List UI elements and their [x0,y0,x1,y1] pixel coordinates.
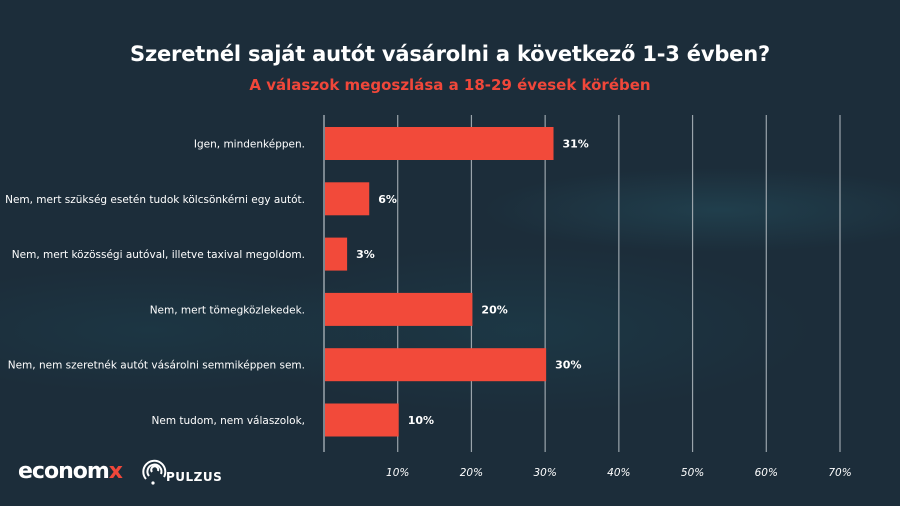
bars [325,127,554,437]
x-tick-label: 10% [386,467,409,479]
x-tick-label: 30% [533,467,556,479]
bar [325,237,348,271]
chart-subtitle: A válaszok megoszlása a 18-29 évesek kör… [249,76,651,94]
category-label: Nem tudom, nem válaszolok, [152,415,306,427]
pulzus-logo: PULZUS [140,455,222,487]
pulzus-logo-icon [142,459,167,485]
x-tick-label: 60% [755,467,778,479]
value-labels: 31% 6% 3% 20% 30% 10% [356,138,589,428]
economx-logo-x: x [108,459,123,484]
category-label: Nem, mert közösségi autóval, illetve tax… [12,249,305,261]
chart-title: Szeretnél saját autót vásárolni a követk… [130,42,770,66]
data-label: 3% [356,248,375,261]
x-tick-labels: 10% 20% 30% 40% 50% 60% 70% [386,467,852,479]
category-label: Nem, mert tömegközlekedek. [150,304,305,316]
category-label: Nem, nem szeretnék autót vásárolni semmi… [8,360,305,372]
data-label: 20% [481,303,507,316]
bar [325,127,554,160]
bar [325,403,399,437]
data-label: 10% [408,414,434,427]
category-labels: Igen, mindenképpen. Nem, mert szükség ese… [5,139,305,428]
data-label: 31% [563,138,589,151]
category-label: Igen, mindenképpen. [194,139,305,151]
economx-logo: economx [18,459,123,484]
pulzus-logo-text: PULZUS [166,470,223,484]
data-label: 6% [378,193,397,206]
category-label: Nem, mert szükség esetén tudok kölcsönké… [5,194,305,206]
x-tick-label: 70% [828,467,851,479]
economx-logo-text: econom [18,459,110,484]
bar [325,182,370,216]
bar [325,348,547,382]
bar [325,292,473,326]
data-label: 30% [555,359,581,372]
x-tick-label: 50% [681,467,704,479]
x-tick-label: 20% [460,467,483,479]
grid-lines [323,115,841,452]
x-tick-label: 40% [607,467,630,479]
